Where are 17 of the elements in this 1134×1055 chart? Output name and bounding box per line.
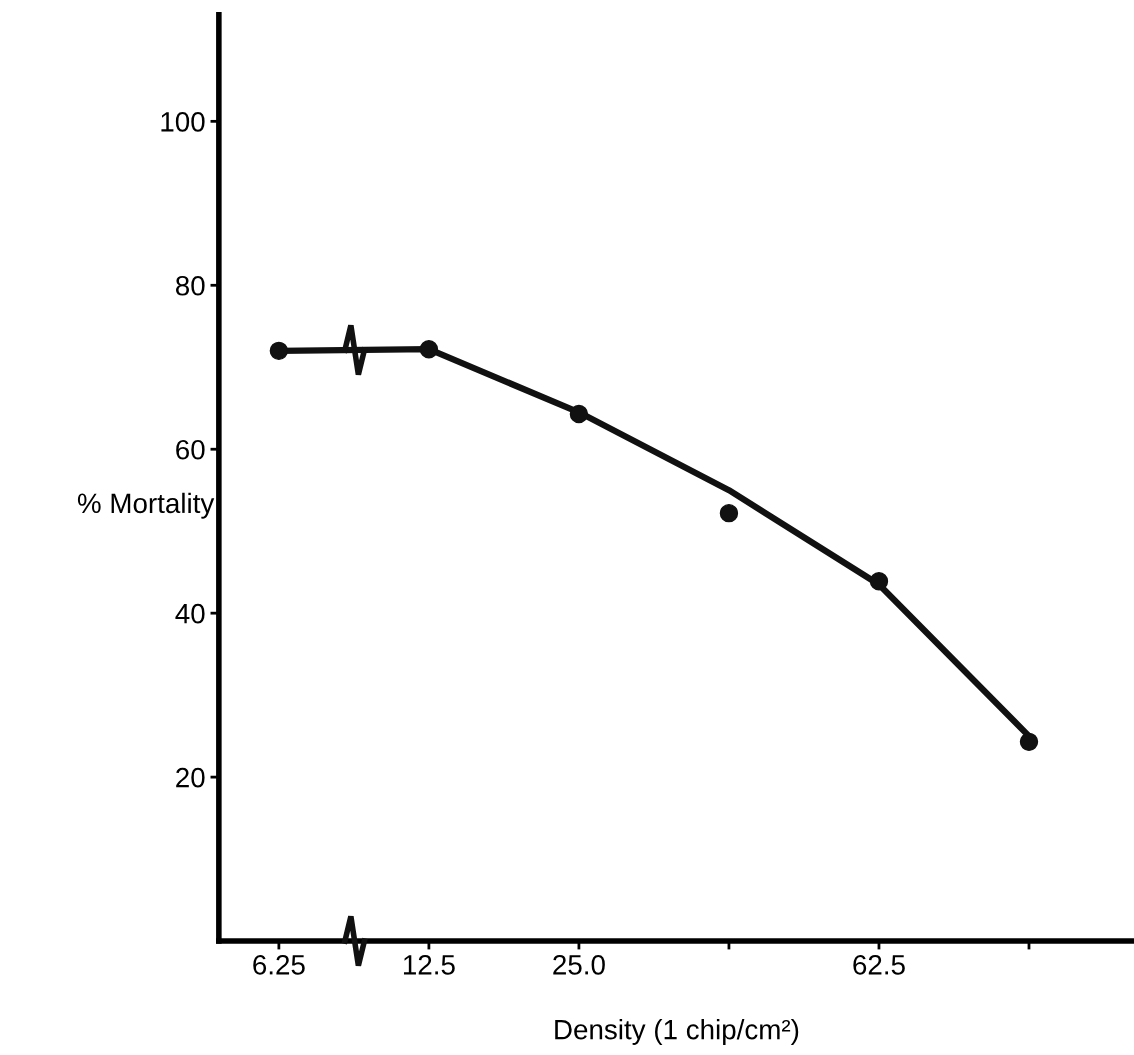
point [869, 571, 889, 591]
y-tick-label: 60 [176, 439, 205, 460]
point [419, 340, 439, 359]
x-tick-label: 12.5 [403, 954, 455, 975]
y-axis-title: % Mortality [77, 492, 215, 519]
y-tick-label: 40 [175, 603, 205, 624]
point [569, 404, 589, 424]
x-axis-title: Density (1 chip/cm²) [555, 1019, 799, 1045]
point [719, 503, 739, 523]
x-tick-label: 25.0 [553, 954, 605, 975]
y-tick-label: 20 [176, 767, 205, 788]
y-tick-label: 80 [175, 275, 205, 296]
point [269, 341, 289, 361]
x-tick-label: 6.25 [253, 954, 305, 975]
y-tick-label: 100 [161, 112, 205, 132]
point [1019, 732, 1039, 752]
x-tick-label: 62.5 [853, 954, 905, 975]
